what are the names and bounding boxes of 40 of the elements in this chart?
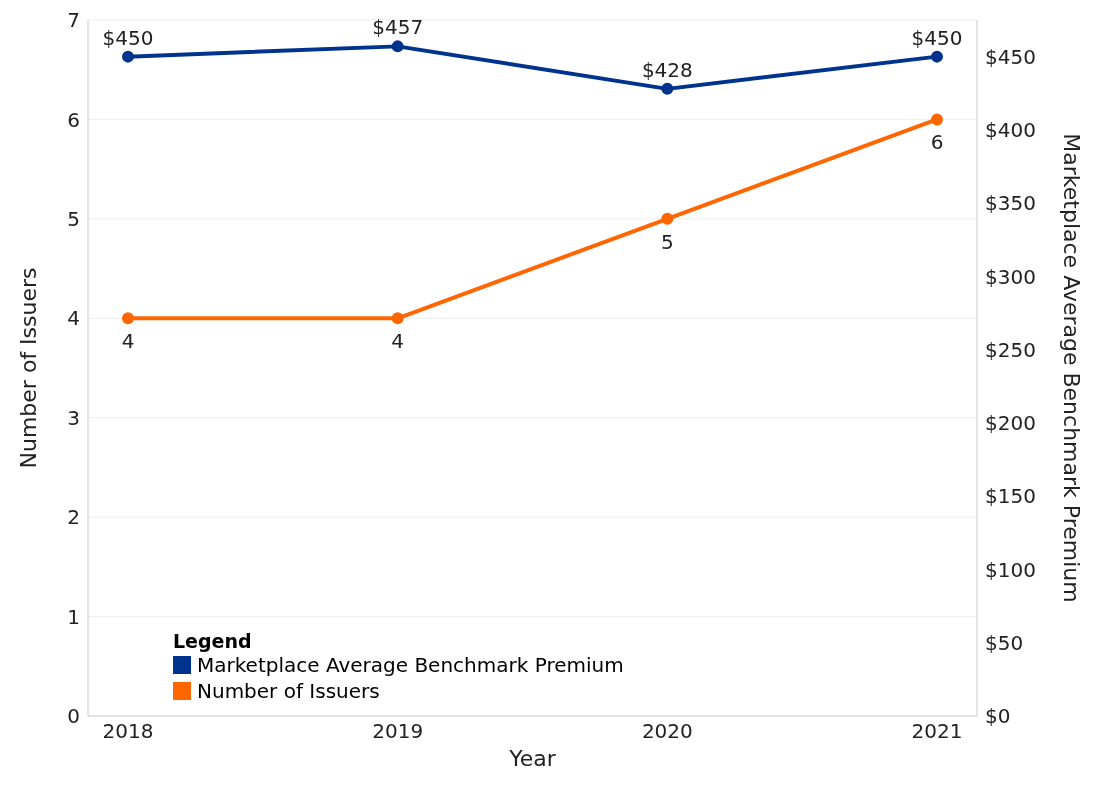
data-label: $450 — [911, 25, 963, 50]
y-axis-title: Number of Issuers — [15, 267, 41, 469]
x-tick-label: 2020 — [641, 719, 693, 744]
data-label: $428 — [641, 57, 693, 82]
y2-axis-title: Marketplace Average Benchmark Premium — [1059, 133, 1085, 603]
y-tick-label: 2 — [67, 505, 80, 530]
x-tick-label: 2018 — [102, 719, 154, 744]
y2-tick-label: $0 — [985, 704, 1011, 729]
data-label: 4 — [391, 329, 405, 354]
y-tick-label: 7 — [67, 8, 80, 33]
y2-tick-label: $450 — [985, 44, 1036, 69]
point — [661, 212, 674, 225]
y-tick-label: 4 — [67, 306, 80, 331]
y2-tick-label: $50 — [985, 630, 1024, 655]
y2-tick-label: $350 — [985, 191, 1036, 216]
point — [931, 113, 943, 126]
point — [391, 312, 404, 325]
data-label: $457 — [372, 15, 424, 40]
y2-tick-label: $250 — [985, 337, 1036, 362]
y-tick-label: 3 — [67, 405, 80, 430]
y-tick-label: 6 — [67, 107, 80, 132]
legend-label: Marketplace Average Benchmark Premium — [197, 652, 624, 678]
legend-label: Number of Issuers — [197, 678, 380, 704]
y-tick-label: 1 — [67, 604, 80, 629]
data-label: $450 — [102, 25, 154, 50]
y2-tick-label: $100 — [985, 557, 1036, 582]
x-axis-title: Year — [508, 746, 557, 771]
x-tick-label: 2019 — [372, 719, 424, 744]
y2-tick-label: $200 — [985, 411, 1036, 436]
y2-tick-label: $300 — [985, 264, 1036, 289]
y2-tick-label: $150 — [985, 484, 1036, 509]
point — [122, 312, 134, 325]
y-tick-label: 0 — [67, 704, 80, 729]
y2-tick-label: $400 — [985, 117, 1036, 142]
legend-title: Legend — [173, 630, 253, 652]
data-label: 6 — [930, 130, 944, 155]
data-label: 5 — [660, 229, 674, 254]
y-tick-label: 5 — [67, 206, 80, 231]
x-tick-label: 2021 — [911, 719, 963, 744]
data-label: 4 — [121, 329, 135, 354]
